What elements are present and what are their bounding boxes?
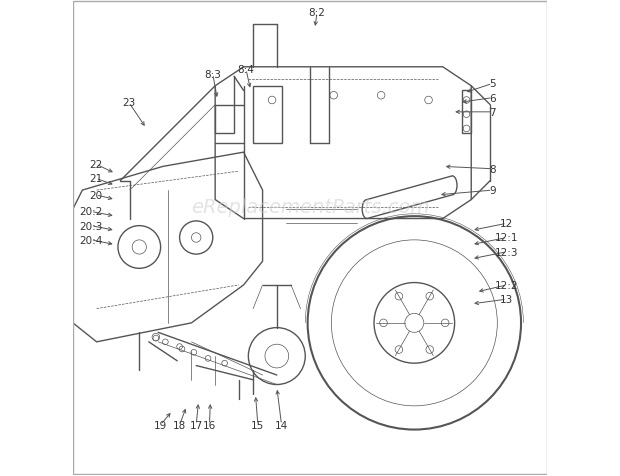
Text: 20:3: 20:3	[79, 221, 102, 231]
Text: 9: 9	[489, 186, 496, 196]
Text: 18: 18	[173, 420, 186, 430]
Text: 16: 16	[203, 420, 216, 430]
Text: 8: 8	[489, 164, 496, 174]
Text: 20:4: 20:4	[79, 235, 102, 245]
Text: 8:2: 8:2	[309, 8, 326, 18]
Text: 12:2: 12:2	[495, 280, 518, 290]
Text: 17: 17	[190, 420, 203, 430]
Text: 5: 5	[489, 79, 496, 89]
Text: 12:1: 12:1	[495, 233, 518, 243]
Text: 20:2: 20:2	[79, 207, 102, 217]
Text: eReplacementParts.com: eReplacementParts.com	[191, 198, 429, 217]
Text: 8:3: 8:3	[205, 70, 221, 79]
Text: 7: 7	[489, 108, 496, 118]
Text: 8:4: 8:4	[237, 65, 254, 75]
Text: 12: 12	[500, 219, 513, 229]
Text: 6: 6	[489, 93, 496, 103]
Text: 22: 22	[89, 159, 102, 169]
Text: 13: 13	[500, 295, 513, 305]
Text: 19: 19	[154, 420, 167, 430]
Text: 23: 23	[122, 98, 136, 108]
Text: 21: 21	[89, 174, 102, 184]
Text: 15: 15	[251, 420, 265, 430]
Text: 12:3: 12:3	[495, 247, 518, 257]
Text: 20: 20	[89, 190, 102, 200]
Text: 14: 14	[275, 420, 288, 430]
